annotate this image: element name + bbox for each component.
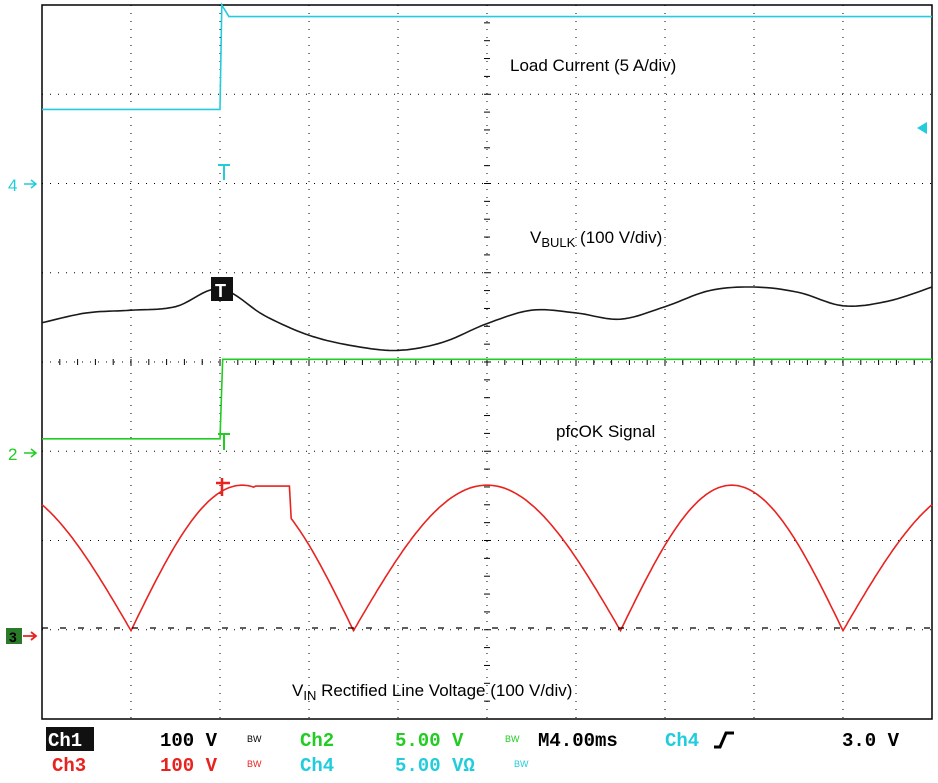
ch4-label: Ch4 — [300, 755, 334, 777]
ch1-trigger-marker: T — [211, 277, 233, 301]
ch2-scale: 5.00 V — [395, 730, 464, 752]
trigger-level: 3.0 V — [842, 730, 900, 752]
pfcok-label: pfcOK Signal — [556, 422, 655, 441]
svg-text:T: T — [215, 281, 226, 301]
vbulk-label: VBULK (100 V/div) — [530, 228, 662, 250]
readout-row-1: Ch1 100 V BW Ch2 5.00 V BW M4.00ms Ch4 3… — [46, 727, 900, 752]
ch3-scale: 100 V — [160, 755, 218, 777]
ch2-reference-marker: 2 — [8, 445, 38, 464]
ch2-pfcok-trace — [42, 358, 932, 440]
svg-text:2: 2 — [8, 445, 17, 464]
ch3-label: Ch3 — [52, 755, 86, 777]
ch3-bw-limit-icon: BW — [247, 759, 262, 769]
trigger-source: Ch4 — [665, 730, 699, 752]
ch1-label: Ch1 — [48, 730, 82, 752]
readout-row-2: Ch3 100 V BW Ch4 5.00 VΩ BW — [52, 755, 529, 777]
ch2-bw-limit-icon: BW — [505, 734, 520, 744]
ch1-vbulk-trace — [41, 286, 933, 352]
ch4-reference-marker: 4 — [8, 176, 38, 195]
ch4-load-current-trace — [42, 2, 932, 111]
ch2-trigger-tick-icon — [218, 433, 230, 450]
graticule — [41, 4, 933, 720]
ch1-scale: 100 V — [160, 730, 218, 752]
ch4-trigger-level-icon — [917, 122, 927, 134]
rising-edge-icon — [714, 731, 734, 749]
ch3-trigger-tick-icon — [216, 478, 230, 496]
svg-text:3: 3 — [9, 629, 17, 645]
ch2-label: Ch2 — [300, 730, 334, 752]
ch4-scale: 5.00 VΩ — [395, 755, 475, 777]
ch1-label-badge — [46, 727, 94, 751]
ch3-vin-trace — [41, 484, 933, 633]
load-current-label: Load Current (5 A/div) — [510, 56, 676, 75]
ch4-bw-limit-icon: BW — [514, 759, 529, 769]
svg-text:4: 4 — [8, 176, 17, 195]
ch3-reference-marker: 3 — [6, 628, 38, 645]
ch1-bw-limit-icon: BW — [247, 734, 262, 744]
ch4-trigger-tick-icon — [218, 164, 230, 180]
vin-label: VIN Rectified Line Voltage (100 V/div) — [292, 681, 572, 703]
timebase: M4.00ms — [538, 730, 618, 752]
